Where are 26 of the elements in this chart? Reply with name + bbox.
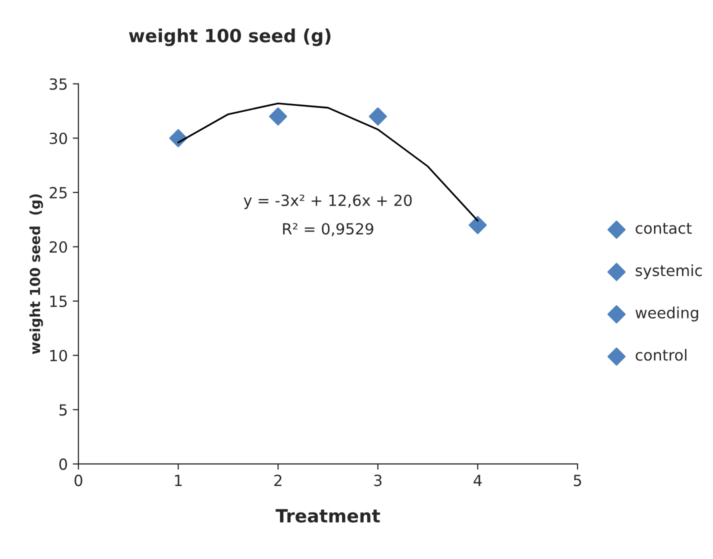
y-tick-label: 15 [50, 296, 67, 308]
x-tick-label: 3 [374, 474, 382, 486]
point [368, 107, 387, 126]
point [269, 107, 288, 126]
point [468, 216, 487, 234]
legend-label: contact [636, 222, 692, 234]
x-axis-title: Treatment [276, 509, 380, 523]
y-tick-label: 30 [50, 132, 67, 144]
x-tick-label: 5 [574, 474, 582, 486]
y-tick-label: 20 [50, 241, 67, 253]
chart-title: weight 100 seed (g) [128, 28, 330, 46]
y-tick-label: 5 [59, 404, 67, 416]
x-tick-label: 2 [274, 474, 282, 486]
y-tick-label: 10 [50, 350, 67, 362]
annotation: y = -3x² + 12,6x + 20 [244, 194, 412, 210]
y-axis-title: weight 100 seed (g) [29, 194, 44, 354]
legend-label: systemic [636, 264, 702, 280]
x-tick-label: 1 [175, 474, 182, 486]
y-tick-label: 0 [59, 458, 67, 470]
legend-label: control [636, 348, 686, 361]
y-tick-label: 35 [50, 78, 67, 90]
x-tick-label: 0 [74, 474, 82, 486]
legend-label: weeding [636, 306, 698, 322]
annotation: R² = 0,9529 [283, 223, 374, 236]
y-tick-label: 25 [50, 186, 67, 198]
x-tick-label: 4 [474, 474, 482, 486]
